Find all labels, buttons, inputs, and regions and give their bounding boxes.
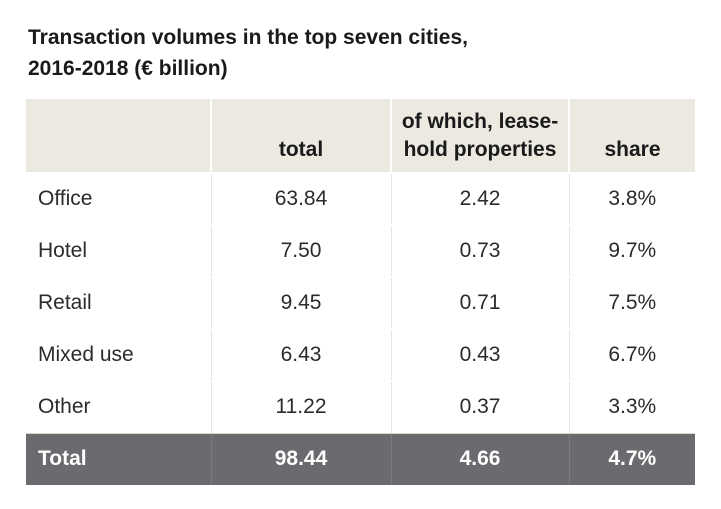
- total-row: Total 98.44 4.66 4.7%: [26, 433, 695, 485]
- table-header-row: total of which, lease- hold properties s…: [26, 99, 695, 173]
- title-line-2: 2016-2018 (€ billion): [28, 57, 228, 80]
- cell-total: 63.84: [211, 173, 392, 226]
- cell-leasehold: 2.42: [391, 173, 570, 226]
- cell-label: Other: [26, 381, 212, 434]
- cell-total: 9.45: [211, 277, 392, 330]
- table-row: Retail 9.45 0.71 7.5%: [26, 277, 695, 330]
- total-share: 4.7%: [608, 447, 657, 471]
- cell-total: 6.43: [211, 329, 392, 382]
- cell-share: 3.3%: [569, 381, 695, 434]
- total-total: 98.44: [211, 433, 392, 485]
- cell-label: Office: [26, 173, 212, 226]
- cell-label: Retail: [26, 277, 212, 330]
- header-total: total: [211, 99, 392, 173]
- transaction-volume-table: total of which, lease- hold properties s…: [26, 99, 695, 485]
- cell-share: 9.7%: [569, 225, 695, 278]
- cell-share: 7.5%: [569, 277, 695, 330]
- cell-leasehold: 0.43: [391, 329, 570, 382]
- table-row: Mixed use 6.43 0.43 6.7%: [26, 329, 695, 382]
- total-label: Total: [26, 433, 212, 485]
- chart-title: Transaction volumes in the top seven cit…: [28, 22, 688, 84]
- header-label: [26, 99, 212, 173]
- cell-leasehold: 0.37: [391, 381, 570, 434]
- table-row: Other 11.22 0.37 3.3%: [26, 381, 695, 434]
- title-line-1: Transaction volumes in the top seven cit…: [28, 26, 468, 49]
- table-row: Office 63.84 2.42 3.8%: [26, 173, 695, 226]
- header-leasehold: of which, lease- hold properties: [391, 99, 570, 173]
- header-leasehold-line-2: hold properties: [403, 138, 557, 161]
- cell-leasehold: 0.73: [391, 225, 570, 278]
- cell-total: 11.22: [211, 381, 392, 434]
- table-body: Office 63.84 2.42 3.8% Hotel 7.50 0.73 9.7% Reta…: [26, 173, 695, 485]
- cell-share: 6.7%: [569, 329, 695, 382]
- table-row: Hotel 7.50 0.73 9.7%: [26, 225, 695, 278]
- cell-share: 3.8%: [569, 173, 695, 226]
- cell-label: Hotel: [26, 225, 212, 278]
- cell-label: Mixed use: [26, 329, 212, 382]
- total-leasehold: 4.66: [391, 433, 570, 485]
- cell-total: 7.50: [211, 225, 392, 278]
- header-share: share: [604, 138, 661, 161]
- cell-leasehold: 0.71: [391, 277, 570, 330]
- header-leasehold-line-1: of which, lease-: [401, 110, 559, 133]
